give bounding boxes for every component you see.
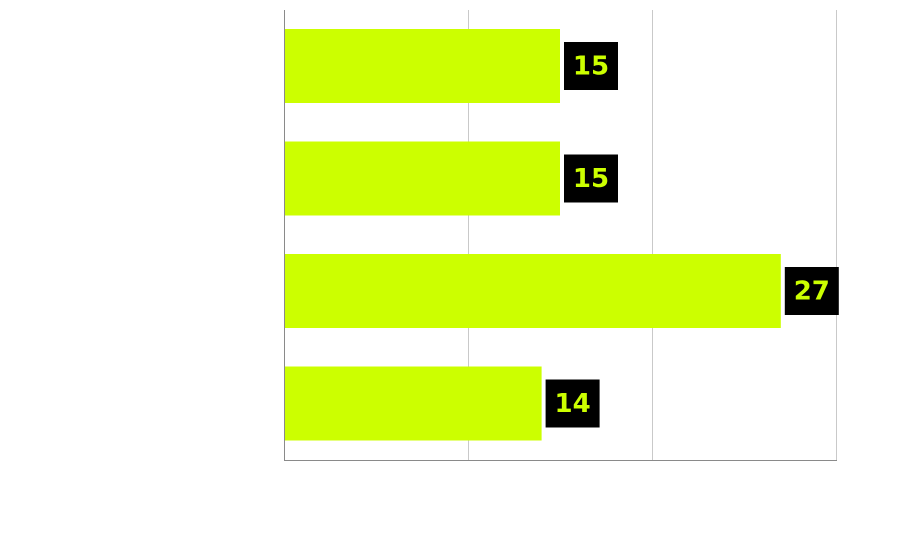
data-label-4: 14 (555, 389, 591, 419)
data-label-box-1 (564, 42, 618, 90)
data-label-box-3 (784, 267, 839, 315)
bar-2 (284, 141, 560, 216)
axis-layer (284, 10, 837, 461)
data-label-box-2 (564, 154, 618, 203)
data-label-2: 15 (573, 164, 609, 194)
data-label-box-4 (545, 379, 600, 428)
bars-layer (284, 29, 781, 441)
bar-4 (284, 366, 542, 441)
bar-3 (284, 254, 781, 328)
bar-1 (284, 29, 560, 103)
data-label-3: 27 (794, 277, 830, 307)
data-label-1: 15 (573, 52, 609, 82)
data-labels-layer: 15 15 27 14 (545, 42, 839, 428)
